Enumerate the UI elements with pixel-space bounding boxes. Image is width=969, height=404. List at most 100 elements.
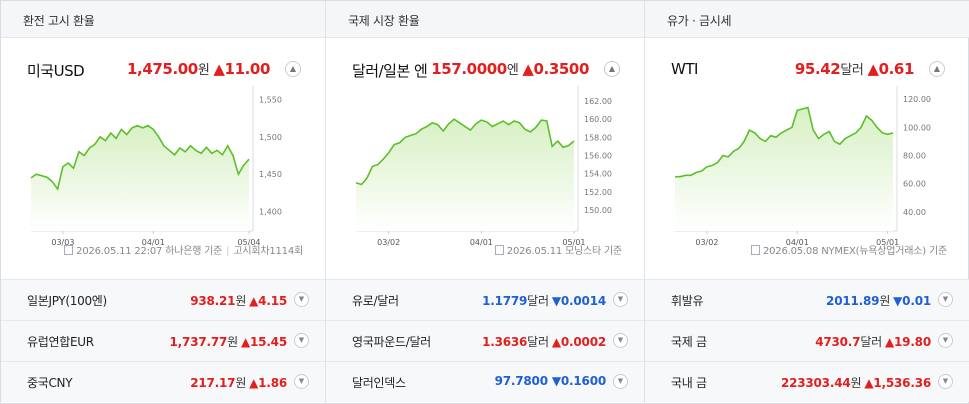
y-tick-label: 158.00 <box>584 133 612 142</box>
main-rate-number: 95.42 <box>794 60 841 78</box>
x-tick-label: 04/01 <box>142 238 165 247</box>
y-tick-label: 1,450 <box>259 170 282 179</box>
main-rate-change: ▲11.00 <box>213 60 270 78</box>
sub-rate-change: ▼0.1600 <box>551 374 606 388</box>
document-icon <box>64 245 74 255</box>
sub-rate-name[interactable]: 일본JPY(100엔) <box>27 294 107 308</box>
sub-rate-row[interactable]: 휘발유 2011.89원 ▼0.01 ▼ <box>645 279 969 320</box>
document-icon <box>750 245 760 255</box>
sub-rate-change: ▲1,536.36 <box>864 376 931 390</box>
rate-chart[interactable]: 120.00 100.00 80.00 60.00 40.00 03/02 04/01 05/… <box>645 84 945 249</box>
x-tick-label: 03/03 <box>51 238 74 247</box>
main-rate-title[interactable]: 미국USD <box>27 62 85 80</box>
sub-rate-row[interactable]: 중국CNY 217.17원 ▲1.86 ▼ <box>1 361 325 402</box>
sub-rate-change: ▲4.15 <box>249 294 287 308</box>
sub-rate-name[interactable]: 유럽연합EUR <box>27 335 94 349</box>
sub-rate-number: 223303.44 <box>780 376 851 390</box>
sub-rate-unit: 달러 <box>527 335 549 349</box>
chart-area-fill <box>675 107 893 231</box>
expand-chevron-icon[interactable]: ▼ <box>613 333 628 348</box>
main-rate-number: 157.0000 <box>431 60 507 78</box>
sub-rate-value: 223303.44원 ▲1,536.36 <box>781 374 931 391</box>
sub-rate-name[interactable]: 국내 금 <box>671 376 707 390</box>
expand-chevron-icon[interactable]: ▼ <box>938 333 953 348</box>
rate-chart[interactable]: 1,550 1,500 1,450 1,400 03/03 04/01 05/04 <box>1 84 301 249</box>
main-rate: 달러/일본 엔 157.0000엔 ▲0.3500 ▲ 162.00 160.00 158.… <box>326 38 644 278</box>
collapse-toggle-icon[interactable]: ▲ <box>285 61 301 77</box>
expand-chevron-icon[interactable]: ▼ <box>613 374 628 389</box>
sub-rate-name[interactable]: 국제 금 <box>671 335 707 349</box>
expand-chevron-icon[interactable]: ▼ <box>294 292 309 307</box>
main-rate-change: ▲0.61 <box>867 60 914 78</box>
sub-rate-list: 휘발유 2011.89원 ▼0.01 ▼ 국제 금 4730.7달러 ▲19.80 ▼ 국내 금… <box>645 279 969 402</box>
sub-rate-row[interactable]: 일본JPY(100엔) 938.21원 ▲4.15 ▼ <box>1 279 325 320</box>
chart-series-line <box>675 106 894 178</box>
source-note: 2026.05.08 NYMEX(뉴욕상업거래소) 기준 <box>750 242 947 257</box>
x-tick-label: 05/01 <box>562 238 585 247</box>
main-rate-value: 95.42달러 ▲0.61 <box>794 59 915 78</box>
sub-rate-row[interactable]: 유럽연합EUR 1,737.77원 ▲15.45 ▼ <box>1 320 325 361</box>
sub-rate-unit: 달러 <box>860 335 882 349</box>
y-tick-label: 154.00 <box>584 170 612 179</box>
sub-rate-row[interactable]: 국내 금 223303.44원 ▲1,536.36 ▼ <box>645 361 969 402</box>
sub-rate-value: 1.3636달러 ▲0.0002 <box>482 333 606 350</box>
sub-rate-change: ▲15.45 <box>241 335 287 349</box>
sub-rate-change: ▲0.0002 <box>551 335 606 349</box>
sub-rate-name[interactable]: 유로/달러 <box>352 294 399 308</box>
sub-rate-change: ▲19.80 <box>885 335 931 349</box>
expand-chevron-icon[interactable]: ▼ <box>613 292 628 307</box>
expand-chevron-icon[interactable]: ▼ <box>938 292 953 307</box>
tab-title[interactable]: 유가 · 금시세 <box>645 1 969 38</box>
expand-chevron-icon[interactable]: ▼ <box>294 333 309 348</box>
source-date: 2026.05.08 NYMEX(뉴욕상업거래소) 기준 <box>762 246 947 257</box>
sub-rate-name[interactable]: 휘발유 <box>671 294 704 308</box>
y-tick-label: 162.00 <box>584 97 612 106</box>
main-rate-value: 1,475.00원 ▲11.00 <box>127 59 270 78</box>
sub-rate-number: 97.7800 <box>494 374 548 388</box>
y-tick-label: 1,500 <box>259 133 282 142</box>
separator: | <box>226 246 230 257</box>
sub-rate-name[interactable]: 영국파운드/달러 <box>352 335 431 349</box>
tab-title[interactable]: 환전 고시 환율 <box>1 1 325 38</box>
sub-rate-unit: 원 <box>879 294 891 308</box>
expand-chevron-icon[interactable]: ▼ <box>294 374 309 389</box>
source-note: 2026.05.11 22:07 하나은행 기준 | 고시회차1114회 <box>64 242 303 257</box>
sub-rate-value: 217.17원 ▲1.86 <box>190 374 287 391</box>
sub-rate-unit: 원 <box>850 376 862 390</box>
sub-rate-number: 1.1779 <box>482 294 528 308</box>
sub-rate-number: 217.17 <box>190 376 236 390</box>
sub-rate-row[interactable]: 영국파운드/달러 1.3636달러 ▲0.0002 ▼ <box>326 320 644 361</box>
main-rate-unit: 원 <box>197 63 210 78</box>
y-tick-label: 156.00 <box>584 152 612 161</box>
sub-rate-list: 유로/달러 1.1779달러 ▼0.0014 ▼ 영국파운드/달러 1.3636달러 ▲0.… <box>326 279 644 402</box>
collapse-toggle-icon[interactable]: ▲ <box>604 61 620 77</box>
chart-area-fill <box>31 125 249 231</box>
y-tick-label: 60.00 <box>903 180 926 189</box>
x-tick-label: 04/01 <box>470 238 493 247</box>
tab-title[interactable]: 국제 시장 환율 <box>326 1 644 38</box>
sub-rate-row[interactable]: 국제 금 4730.7달러 ▲19.80 ▼ <box>645 320 969 361</box>
main-rate-unit: 엔 <box>506 63 519 78</box>
main-rate-title[interactable]: WTI <box>671 60 698 78</box>
sub-rate-row[interactable]: 달러인덱스 97.7800 ▼0.1600 ▼ <box>326 361 644 402</box>
sub-rate-number: 2011.89 <box>826 294 880 308</box>
y-tick-label: 120.00 <box>903 95 931 104</box>
sub-rate-number: 1,737.77 <box>169 335 228 349</box>
sub-rate-unit: 원 <box>227 335 238 349</box>
sub-rate-name[interactable]: 중국CNY <box>27 376 73 390</box>
rate-chart[interactable]: 162.00 160.00 158.00 156.00 154.00 152.00 150.… <box>326 84 626 249</box>
sub-rate-list: 일본JPY(100엔) 938.21원 ▲4.15 ▼ 유럽연합EUR 1,737.77원… <box>1 279 325 402</box>
document-icon <box>494 245 504 255</box>
main-rate-unit: 달러 <box>840 63 864 78</box>
sub-rate-change: ▲1.86 <box>249 376 287 390</box>
sub-rate-name[interactable]: 달러인덱스 <box>352 376 406 390</box>
main-rate: 미국USD 1,475.00원 ▲11.00 ▲ 1,550 1,500 1,450 1,40… <box>1 38 325 278</box>
sub-rate-row[interactable]: 유로/달러 1.1779달러 ▼0.0014 ▼ <box>326 279 644 320</box>
sub-rate-value: 938.21원 ▲4.15 <box>190 292 287 309</box>
main-rate-title[interactable]: 달러/일본 엔 <box>352 62 428 80</box>
y-tick-label: 40.00 <box>903 208 926 217</box>
y-tick-label: 1,550 <box>259 95 282 104</box>
expand-chevron-icon[interactable]: ▼ <box>938 374 953 389</box>
collapse-toggle-icon[interactable]: ▲ <box>929 61 945 77</box>
